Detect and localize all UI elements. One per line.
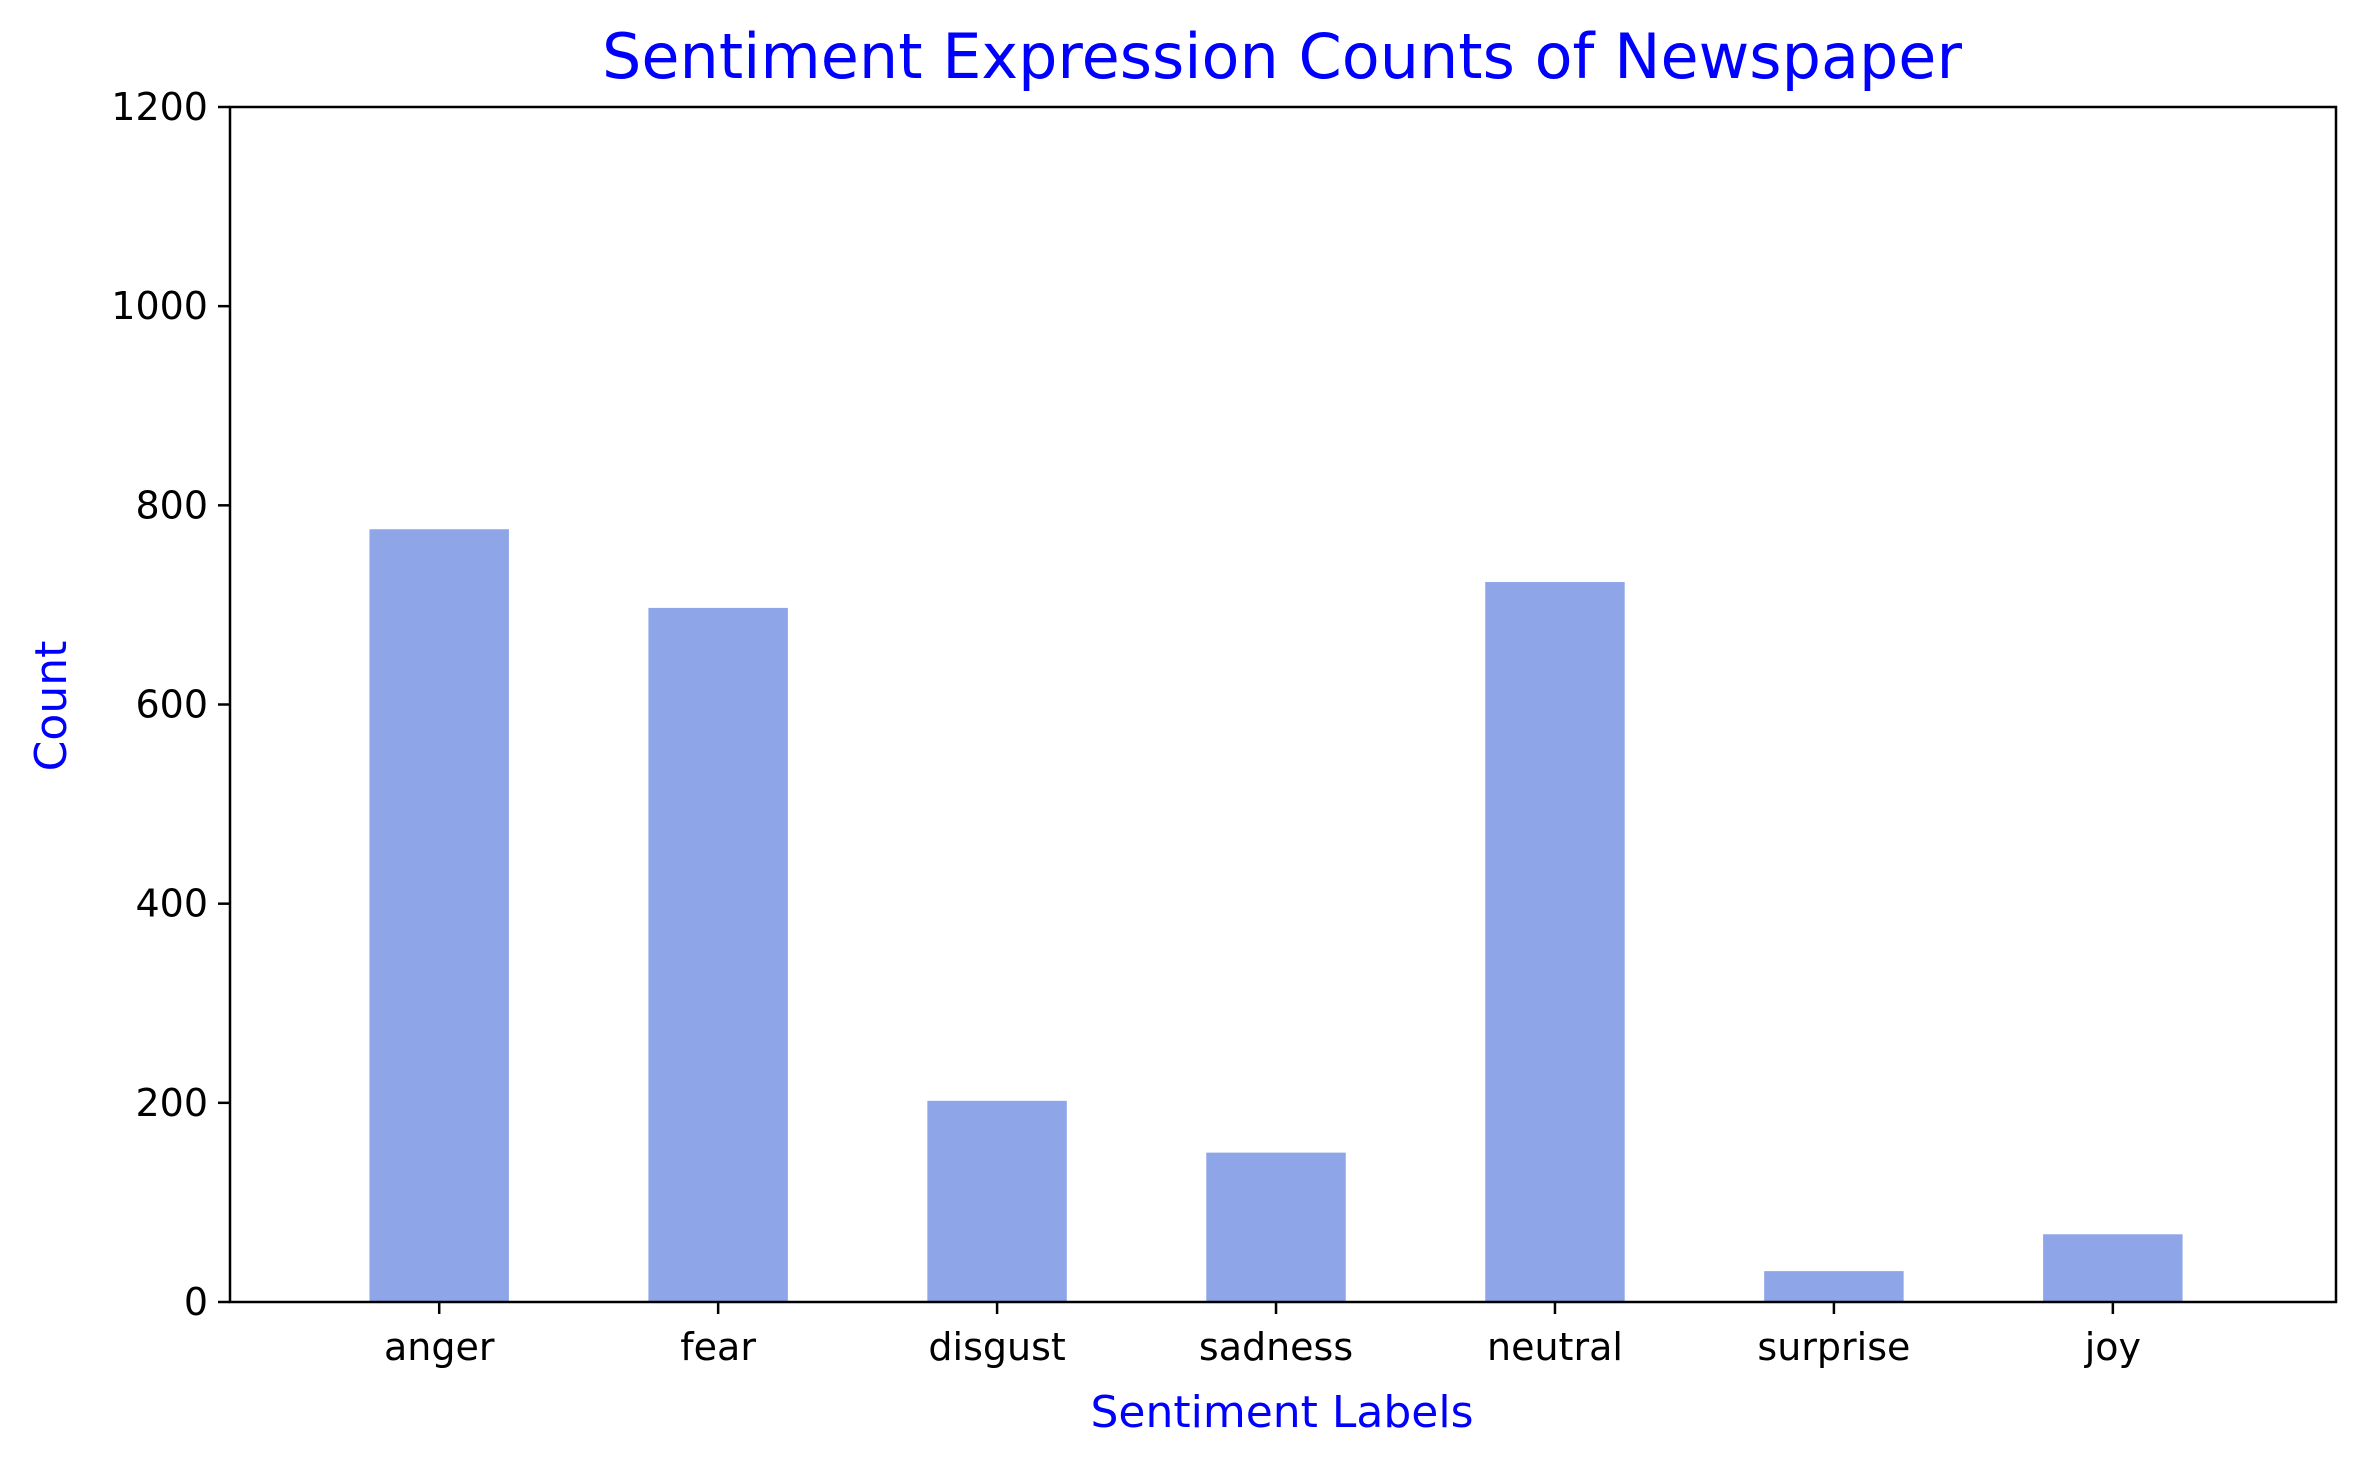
x-tick-label: neutral xyxy=(1487,1325,1623,1369)
y-tick-label: 0 xyxy=(184,1280,208,1324)
y-tick-label: 1200 xyxy=(111,85,208,129)
x-tick-label: surprise xyxy=(1757,1325,1910,1369)
plot-frame xyxy=(228,105,2338,1304)
bars-group xyxy=(369,529,2183,1302)
chart-title: Sentiment Expression Counts of Newspaper xyxy=(602,20,1962,93)
x-tick-label: anger xyxy=(384,1325,495,1369)
y-tick-label: 600 xyxy=(135,683,208,727)
bar-sadness xyxy=(1206,1152,1346,1302)
y-tick-label: 200 xyxy=(135,1081,208,1125)
y-tick-label: 400 xyxy=(135,882,208,926)
x-tick-label: disgust xyxy=(928,1325,1065,1369)
x-axis-ticks: anger fear disgust sadness neutral surprise jo… xyxy=(384,1302,2141,1369)
y-tick-label: 800 xyxy=(135,483,208,527)
y-axis-label: Count xyxy=(26,641,77,772)
x-tick-label: sadness xyxy=(1199,1325,1353,1369)
y-tick-label: 1000 xyxy=(111,284,208,328)
bar-joy xyxy=(2043,1234,2183,1302)
bar-disgust xyxy=(927,1100,1067,1302)
bar-surprise xyxy=(1764,1271,1904,1302)
bar-fear xyxy=(648,607,788,1302)
bar-anger xyxy=(369,529,509,1302)
bar-neutral xyxy=(1485,582,1625,1302)
y-axis-ticks: 0 200 400 600 800 1000 1200 xyxy=(111,85,230,1324)
x-tick-label: joy xyxy=(2084,1325,2141,1369)
x-axis-label: Sentiment Labels xyxy=(1090,1387,1473,1438)
x-tick-label: fear xyxy=(680,1325,756,1369)
